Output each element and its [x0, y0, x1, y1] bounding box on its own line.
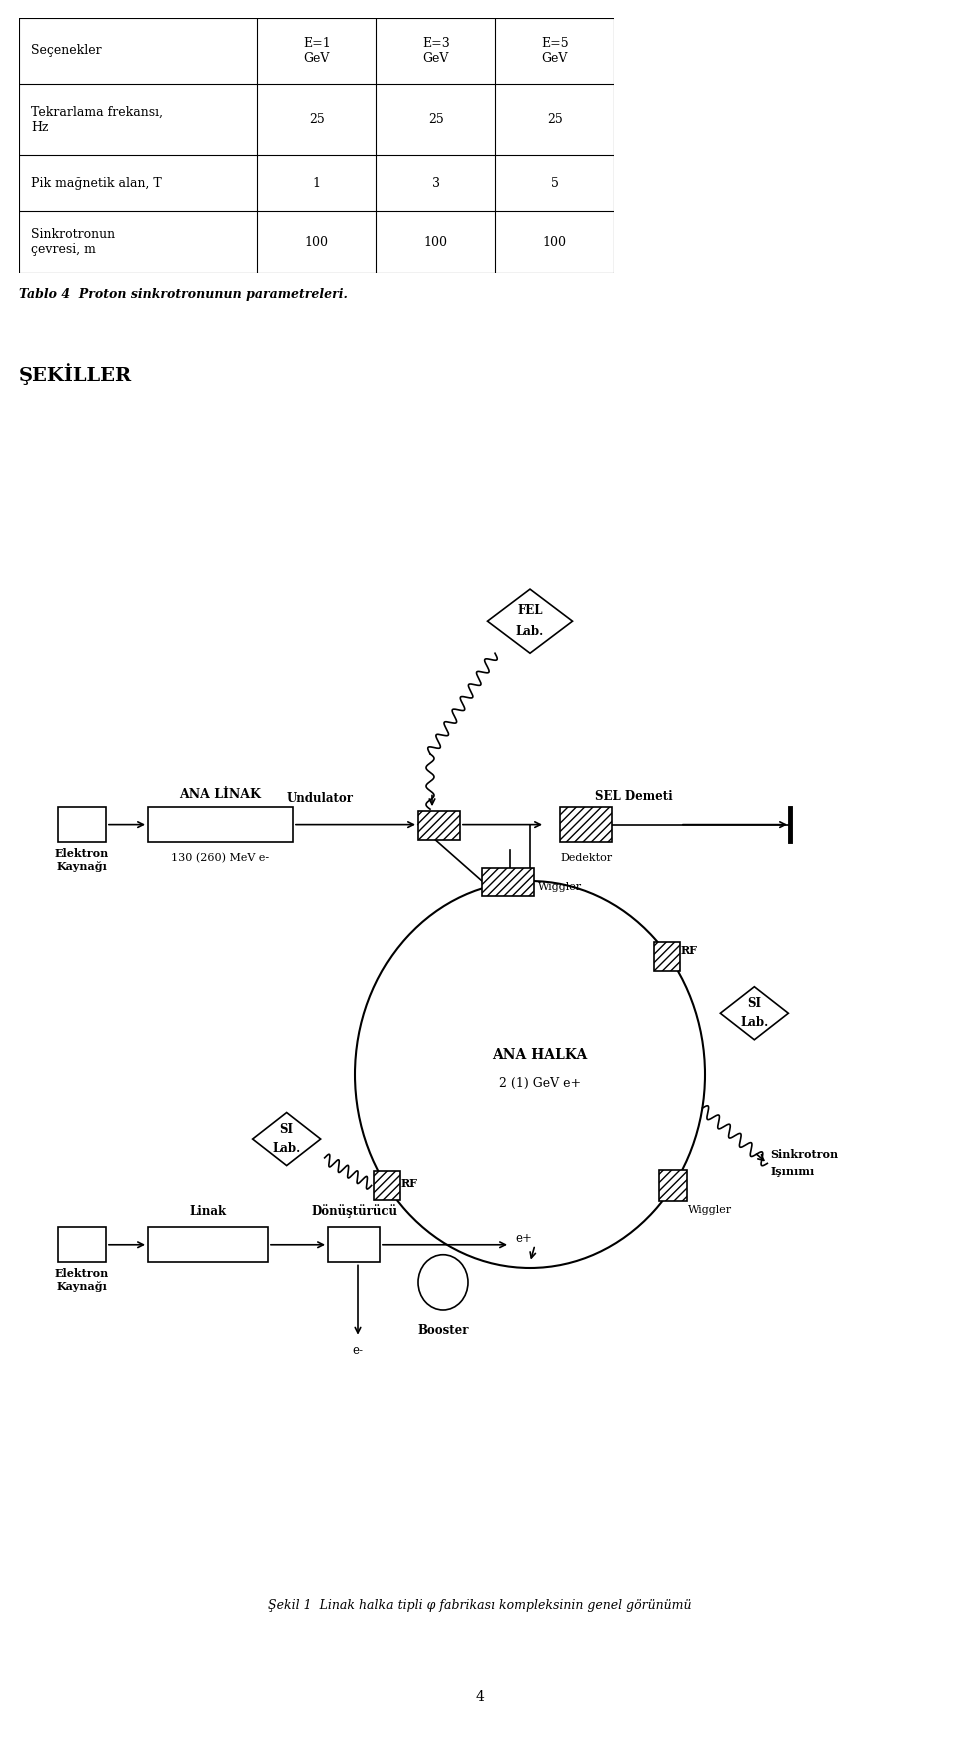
Bar [148, 1228, 268, 1263]
Text: Linak: Linak [189, 1205, 227, 1219]
Bar [58, 1228, 106, 1263]
Text: 130 (260) MeV e-: 130 (260) MeV e- [171, 853, 269, 864]
Text: Tekrarlama frekansı,
Hz: Tekrarlama frekansı, Hz [31, 106, 163, 134]
Text: SI: SI [747, 997, 761, 1010]
Text: Pik mağnetik alan, T: Pik mağnetik alan, T [31, 178, 162, 190]
Text: Lab.: Lab. [740, 1015, 768, 1029]
Text: 100: 100 [423, 236, 447, 248]
Bar [328, 1228, 380, 1263]
Text: 25: 25 [309, 113, 324, 127]
Text: 5: 5 [551, 178, 559, 190]
Text: Dönüştürücü: Dönüştürücü [311, 1205, 397, 1219]
Text: 100: 100 [543, 236, 566, 248]
Bar [148, 807, 293, 843]
Text: ŞEKİLLER: ŞEKİLLER [19, 362, 132, 385]
Text: E=3
GeV: E=3 GeV [422, 37, 449, 65]
Text: Wiggler: Wiggler [538, 881, 582, 892]
Text: 3: 3 [432, 178, 440, 190]
Text: Kaynağı: Kaynağı [57, 862, 108, 872]
Text: SEL Demeti: SEL Demeti [595, 790, 673, 802]
Text: Lab.: Lab. [516, 624, 544, 637]
Text: RF: RF [400, 1179, 418, 1189]
Text: E=1
GeV: E=1 GeV [303, 37, 330, 65]
Text: Wiggler: Wiggler [688, 1205, 732, 1215]
Text: Tablo 4  Proton sinkrotronunun parametreleri.: Tablo 4 Proton sinkrotronunun parametrel… [19, 288, 348, 301]
Text: Dedektor: Dedektor [560, 853, 612, 864]
Text: e+: e+ [515, 1231, 532, 1245]
Bar [560, 807, 612, 843]
Text: Booster: Booster [418, 1325, 468, 1337]
Text: Kaynağı: Kaynağı [57, 1281, 108, 1293]
Text: Elektron: Elektron [55, 1268, 109, 1279]
Text: Işınımı: Işınımı [770, 1166, 815, 1177]
Bar [58, 807, 106, 843]
Bar [373, 1171, 399, 1200]
Text: e-: e- [352, 1344, 364, 1358]
Text: 25: 25 [547, 113, 563, 127]
Text: Şekil 1  Linak halka tipli φ fabrikası kompleksinin genel görünümü: Şekil 1 Linak halka tipli φ fabrikası ko… [268, 1599, 692, 1613]
Text: Lab.: Lab. [273, 1143, 300, 1156]
Text: Seçenekler: Seçenekler [31, 44, 102, 58]
Bar [654, 943, 680, 971]
Text: RF: RF [681, 945, 698, 957]
Text: Undulator: Undulator [286, 792, 353, 804]
Text: 2 (1) GeV e+: 2 (1) GeV e+ [499, 1077, 581, 1091]
Text: 25: 25 [428, 113, 444, 127]
Text: Sinkrotronun
çevresi, m: Sinkrotronun çevresi, m [31, 229, 115, 257]
Text: ANA HALKA: ANA HALKA [492, 1048, 588, 1062]
Text: 1: 1 [313, 178, 321, 190]
Text: 4: 4 [475, 1690, 485, 1704]
Text: E=5
GeV: E=5 GeV [541, 37, 568, 65]
Bar [482, 867, 534, 897]
Text: Elektron: Elektron [55, 848, 109, 858]
Text: SI: SI [279, 1122, 294, 1136]
Bar [418, 811, 460, 841]
Text: ANA LİNAK: ANA LİNAK [180, 788, 261, 802]
Text: 100: 100 [304, 236, 328, 248]
Text: FEL: FEL [517, 603, 542, 617]
Bar [660, 1170, 687, 1201]
Text: Sinkrotron: Sinkrotron [770, 1149, 838, 1159]
